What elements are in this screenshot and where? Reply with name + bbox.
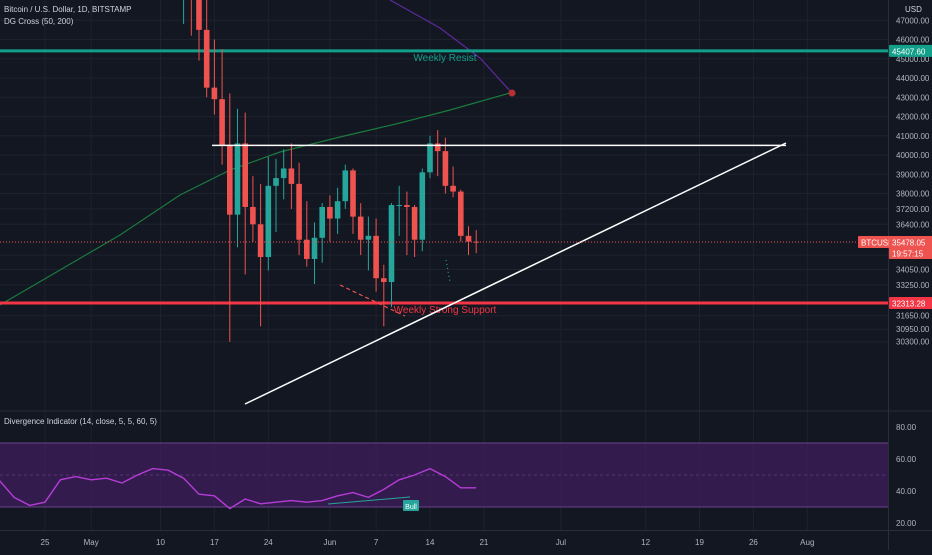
oscillator-line [0,467,477,510]
symbol-label: BTCUSD [861,239,894,248]
price-tick-label: 47000.00 [896,16,930,25]
weekly-resist-label: Weekly Resist [413,53,476,64]
date-tick-label: 26 [749,538,758,547]
candle-body[interactable] [434,143,441,152]
last-price-label: 35478.05 [892,239,926,248]
candle-body[interactable] [442,151,449,186]
date-tick-label: 24 [264,538,273,547]
candle-body[interactable] [342,170,349,202]
price-tick-label: 43000.00 [896,93,930,102]
date-tick-label: Jun [323,538,336,547]
candle-body[interactable] [304,239,310,259]
weekly-support-label: Weekly Strong Support [394,305,497,316]
date-tick-label: 25 [41,538,50,547]
countdown-tag [889,247,932,260]
currency-label: USD [905,5,922,14]
oscillator-tick-label: 80.00 [896,423,917,432]
candle-body[interactable] [381,278,387,283]
price-tick-label: 39000.00 [896,170,930,179]
candle-body[interactable] [227,145,233,215]
candle-body[interactable] [319,206,325,238]
candle-body[interactable] [296,183,302,240]
candle-body[interactable] [219,99,225,146]
golden-cross-marker [508,89,516,97]
price-tick-label: 30300.00 [896,338,930,347]
candle-body[interactable] [473,241,479,243]
moving-average-50-line [389,0,512,93]
oscillator-tick-label: 60.00 [896,455,917,464]
chart-title: Bitcoin / U.S. Dollar, 1D, BITSTAMP [4,5,131,14]
price-tick-label: 36400.00 [896,220,930,229]
candle-body[interactable] [265,185,272,258]
bull-tag [403,500,419,511]
date-tick-label: 12 [641,538,650,547]
oscillator-divergence-line [327,496,411,505]
price-tick-label: 41000.00 [896,132,930,141]
price-tick-label: 31650.00 [896,312,930,321]
candle-body[interactable] [419,172,426,240]
price-tick-label: 37200.00 [896,205,930,214]
countdown-label: 19:57:15 [892,250,924,259]
price-tick-label: 34050.00 [896,266,930,275]
bull-tag-label: Bull [405,504,417,511]
candle-body[interactable] [350,170,356,217]
candle-body[interactable] [334,201,341,219]
candle-body[interactable] [211,87,218,100]
candle-body[interactable] [411,206,418,240]
oscillator-tick-label: 20.00 [896,519,917,528]
price-tick-label: 45000.00 [896,55,930,64]
date-tick-label: 7 [374,538,379,547]
ascending-support-trendline[interactable] [244,142,787,405]
price-divergence-line [339,284,406,317]
last-price-tag [889,236,932,249]
candle-body[interactable] [257,224,264,258]
resist-price-label: 45407.60 [892,47,926,56]
candle-body[interactable] [234,143,241,215]
price-tick-label: 46000.00 [896,36,930,45]
moving-average-200-line [0,92,511,306]
oscillator-title: Divergence Indicator (14, close, 5, 5, 6… [4,417,157,426]
oscillator-tick-label: 40.00 [896,487,917,496]
candle-body[interactable] [458,191,464,236]
candle-body[interactable] [311,237,318,259]
candle-body[interactable] [250,206,256,225]
candle-body[interactable] [427,143,433,173]
candle-body[interactable] [357,216,364,240]
date-tick-label: Aug [800,538,814,547]
price-tick-label: 30950.00 [896,325,930,334]
candle-body[interactable] [242,143,248,207]
candle-body[interactable] [388,205,395,283]
candle-body[interactable] [373,235,379,279]
price-tick-label: 44000.00 [896,74,930,83]
date-tick-label: 21 [479,538,488,547]
price-tick-label: 33250.00 [896,281,930,290]
resist-price-tag [889,44,932,57]
date-tick-label: 14 [426,538,435,547]
indicator-legend: DG Cross (50, 200) [4,17,74,26]
candle-body[interactable] [273,178,279,186]
symbol-tag [858,236,892,249]
candle-body[interactable] [196,0,202,30]
date-tick-label: 10 [156,538,165,547]
candle-body[interactable] [288,168,295,184]
price-tick-label: 40000.00 [896,151,930,160]
candle-body[interactable] [280,168,287,179]
support-price-label: 32313.28 [892,299,926,308]
price-tick-label: 38000.00 [896,190,930,199]
candle-body[interactable] [450,185,456,192]
date-tick-label: 17 [210,538,219,547]
support-price-tag [889,296,932,309]
candle-body[interactable] [396,205,402,207]
candle-body[interactable] [203,29,210,88]
candle-body[interactable] [404,205,410,207]
candle-body[interactable] [365,235,372,240]
date-tick-label: May [84,538,99,547]
candle-body[interactable] [465,235,472,242]
price-tick-label: 42000.00 [896,113,930,122]
candle-body[interactable] [327,206,333,219]
date-tick-label: 19 [695,538,704,547]
date-tick-label: Jul [556,538,566,547]
